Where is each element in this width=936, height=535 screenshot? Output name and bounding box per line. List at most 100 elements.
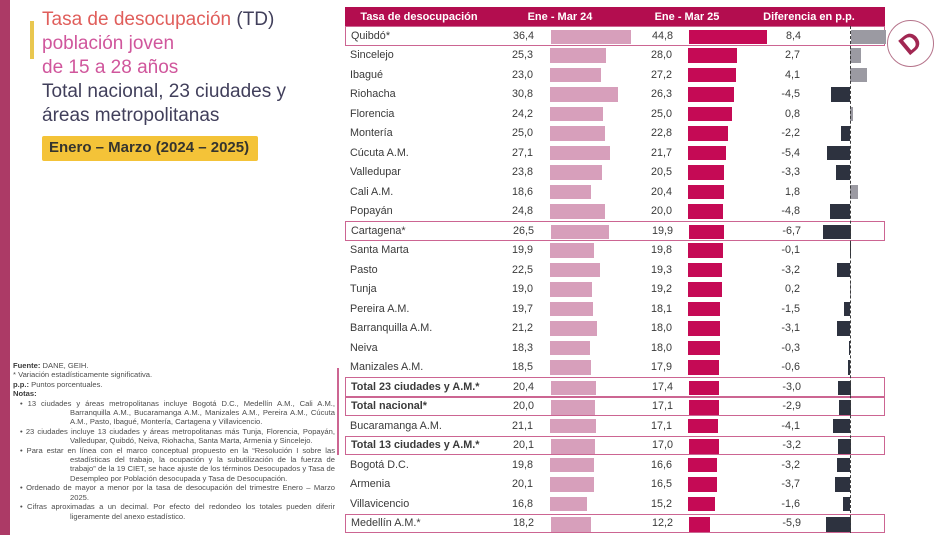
- value-ene-mar-25: 20,4: [650, 185, 672, 198]
- bar-ene-mar-25: [688, 340, 720, 355]
- bar-ene-mar-24: [550, 126, 605, 141]
- value-diferencia: -3,7: [781, 478, 800, 491]
- value-ene-mar-25: 16,5: [650, 478, 672, 491]
- bar-ene-mar-24: [550, 282, 592, 297]
- value-ene-mar-25: 44,8: [651, 29, 673, 42]
- value-diferencia: -0,1: [781, 244, 800, 257]
- value-ene-mar-24: 16,8: [511, 497, 533, 510]
- value-diferencia: 0,8: [784, 107, 800, 120]
- bar-ene-mar-25: [688, 165, 724, 180]
- bar-ene-mar-24: [550, 48, 606, 63]
- value-diferencia: 2,7: [784, 49, 800, 62]
- table-row: Barranquilla A.M. 21,2 18,0 -3,1: [345, 319, 885, 339]
- value-diferencia: 8,4: [785, 29, 801, 42]
- value-ene-mar-24: 30,8: [511, 88, 533, 101]
- table-row: Pasto 22,5 19,3 -3,2: [345, 260, 885, 280]
- note-bullet: • 23 ciudades incluye 13 ciudades y área…: [20, 426, 335, 446]
- bar-diferencia: [822, 224, 851, 239]
- bar-diferencia: [834, 477, 850, 492]
- value-ene-mar-24: 18,5: [511, 361, 533, 374]
- note-bullet: • Para estar en línea con el marco conce…: [20, 445, 335, 483]
- city-name: Quibdó*: [351, 29, 391, 42]
- bar-diferencia: [843, 301, 850, 316]
- table-row: Cali A.M. 18,6 20,4 1,8: [345, 182, 885, 202]
- city-name: Total 23 ciudades y A.M.*: [351, 380, 480, 393]
- page-title: Tasa de desocupación (TD): [42, 8, 352, 32]
- value-ene-mar-25: 18,0: [650, 322, 672, 335]
- bar-ene-mar-24: [550, 204, 605, 219]
- bar-diferencia: [850, 48, 862, 63]
- bar-ene-mar-24: [550, 262, 600, 277]
- value-diferencia: -5,9: [782, 517, 801, 530]
- city-name: Ibagué: [350, 68, 384, 81]
- city-name: Pasto: [350, 263, 378, 276]
- value-ene-mar-24: 36,4: [512, 29, 534, 42]
- value-ene-mar-24: 18,3: [511, 341, 533, 354]
- bar-diferencia: [836, 262, 850, 277]
- value-ene-mar-25: 18,0: [650, 341, 672, 354]
- bar-ene-mar-25: [688, 67, 736, 82]
- bar-ene-mar-25: [688, 243, 723, 258]
- city-name: Bogotá D.C.: [350, 458, 409, 471]
- pp-note: p.p.: Puntos porcentuales.: [13, 379, 103, 389]
- bar-ene-mar-24: [550, 418, 597, 433]
- bar-diferencia: [837, 439, 851, 454]
- title-suffix: (TD): [231, 9, 275, 30]
- value-ene-mar-24: 19,9: [511, 244, 533, 257]
- bar-ene-mar-24: [550, 145, 610, 160]
- value-ene-mar-25: 19,2: [650, 283, 672, 296]
- bar-ene-mar-24: [550, 340, 591, 355]
- table-row: Quibdó* 36,4 44,8 8,4: [345, 26, 887, 46]
- notas-label: Notas:: [13, 389, 37, 399]
- value-diferencia: -5,4: [781, 146, 800, 159]
- period-badge: Enero – Marzo (2024 – 2025): [42, 136, 259, 161]
- value-ene-mar-25: 28,0: [650, 49, 672, 62]
- bar-diferencia: [829, 204, 850, 219]
- value-diferencia: -4,1: [781, 419, 800, 432]
- value-ene-mar-25: 18,1: [650, 302, 672, 315]
- value-diferencia: -0,3: [781, 341, 800, 354]
- bar-diferencia: [848, 340, 850, 355]
- table-row: Neiva 18,3 18,0 -0,3: [345, 338, 885, 358]
- value-ene-mar-25: 19,3: [650, 263, 672, 276]
- table-row: Valledupar 23,8 20,5 -3,3: [345, 163, 885, 183]
- note-bullet: • 13 ciudades y áreas metropolitanas inc…: [20, 398, 335, 427]
- bar-ene-mar-25: [688, 48, 737, 63]
- bar-ene-mar-25: [688, 106, 732, 121]
- value-diferencia: -2,2: [781, 127, 800, 140]
- value-ene-mar-24: 23,0: [511, 68, 533, 81]
- bar-diferencia: [850, 67, 868, 82]
- value-ene-mar-25: 27,2: [650, 68, 672, 81]
- city-name: Total 13 ciudades y A.M.*: [351, 439, 480, 452]
- bar-ene-mar-24: [550, 360, 591, 375]
- value-ene-mar-24: 24,8: [511, 205, 533, 218]
- table-row: Total 23 ciudades y A.M.* 20,4 17,4 -3,0: [345, 377, 885, 397]
- subtitle-line2: áreas metropolitanas: [42, 105, 220, 126]
- value-ene-mar-25: 16,6: [650, 458, 672, 471]
- table-header: Tasa de desocupación Ene - Mar 24 Ene - …: [345, 7, 885, 26]
- bar-diferencia: [847, 360, 850, 375]
- value-ene-mar-24: 21,1: [511, 419, 533, 432]
- bar-diferencia: [826, 517, 851, 532]
- notes-bullets: • 13 ciudades y áreas metropolitanas inc…: [13, 399, 335, 521]
- notes-divider-line: [337, 368, 339, 455]
- value-ene-mar-25: 19,8: [650, 244, 672, 257]
- bar-ene-mar-24: [550, 243, 594, 258]
- value-diferencia: -3,1: [781, 322, 800, 335]
- bar-ene-mar-24: [550, 457, 594, 472]
- note-bullet: • Cifras aproximadas a un decimal. Por e…: [20, 502, 335, 521]
- footnotes: Fuente: DANE, GEIH. * Variación estadíst…: [13, 361, 335, 521]
- value-ene-mar-24: 25,0: [511, 127, 533, 140]
- table-row: Pereira A.M. 19,7 18,1 -1,5: [345, 299, 885, 319]
- bar-diferencia: [827, 145, 850, 160]
- value-ene-mar-25: 17,1: [650, 419, 672, 432]
- city-name: Cali A.M.: [350, 185, 394, 198]
- header-ene-mar-25: Ene - Mar 25: [654, 10, 720, 23]
- value-ene-mar-25: 25,0: [650, 107, 672, 120]
- value-ene-mar-25: 17,1: [651, 400, 673, 413]
- bar-ene-mar-25: [688, 184, 724, 199]
- value-ene-mar-25: 26,3: [650, 88, 672, 101]
- city-name: Neiva: [350, 341, 378, 354]
- bar-ene-mar-24: [551, 439, 596, 454]
- table-row: Popayán 24,8 20,0 -4,8: [345, 202, 885, 222]
